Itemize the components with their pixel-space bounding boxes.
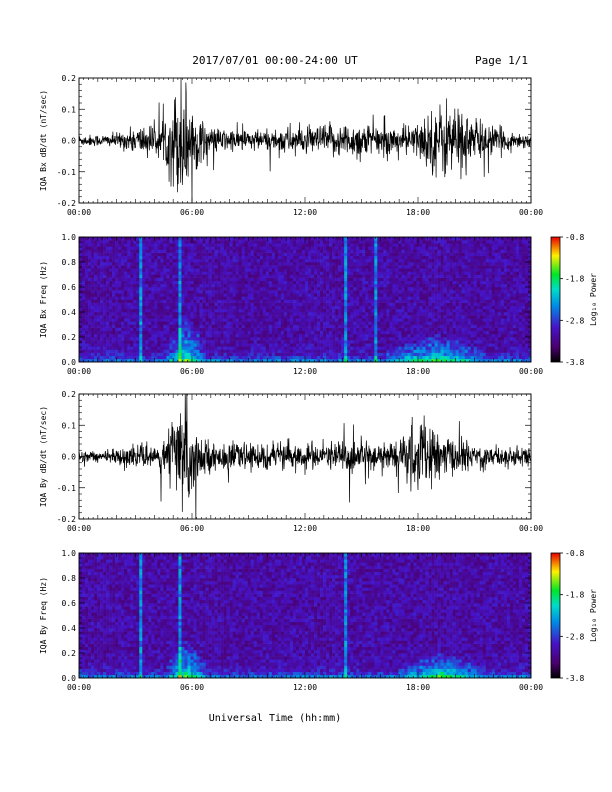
y-tick-label: 0.6 — [62, 599, 77, 608]
x-tick-label: 06:00 — [180, 208, 204, 217]
x-tick-label: 18:00 — [406, 367, 430, 376]
y-tick-label: -0.1 — [57, 168, 76, 177]
panel-bx-spectrogram: -0.8 -1.8 -2.8 -3.8 Log₁₀ Power 00:00 06:00 12:… — [39, 233, 598, 376]
x-tick-label: 00:00 — [67, 683, 91, 692]
y-tick-label: 1.0 — [62, 233, 77, 242]
x-tick-label: 12:00 — [293, 367, 317, 376]
y-axis-label: IQA Bx dB/dt (nT/sec) — [39, 90, 48, 191]
colorbar — [550, 236, 561, 363]
colorbar-tick-label: -1.8 — [565, 591, 584, 600]
x-tick-label: 00:00 — [67, 208, 91, 217]
y-tick-label: 0.0 — [62, 137, 77, 146]
page-number: Page 1/1 — [475, 54, 528, 67]
y-tick-label: 0.1 — [62, 421, 77, 430]
x-tick-label: 18:00 — [406, 208, 430, 217]
spectrogram-cells — [79, 553, 532, 679]
x-tick-label: 00:00 — [519, 683, 543, 692]
x-tick-label: 06:00 — [180, 367, 204, 376]
y-tick-label: -0.2 — [57, 515, 76, 524]
colorbar-tick-label: -0.8 — [565, 233, 584, 242]
y-tick-label: 0.2 — [62, 333, 77, 342]
y-tick-label: 0.0 — [62, 453, 77, 462]
colorbar-label: Log₁₀ Power — [589, 273, 598, 326]
x-tick-label: 00:00 — [67, 524, 91, 533]
y-axis-label: IQA Bx Freq (Hz) — [39, 261, 48, 338]
colorbar-tick-label: -2.8 — [565, 316, 584, 325]
colorbar-label: Log₁₀ Power — [589, 589, 598, 642]
y-tick-label: 0.2 — [62, 74, 77, 83]
x-tick-label: 12:00 — [293, 208, 317, 217]
y-tick-label: 0.8 — [62, 258, 77, 267]
x-tick-label: 00:00 — [519, 524, 543, 533]
x-tick-label: 06:00 — [180, 683, 204, 692]
spectrogram-cells — [79, 237, 532, 363]
date-range-title: 2017/07/01 00:00-24:00 UT — [192, 54, 358, 67]
x-tick-label: 00:00 — [519, 367, 543, 376]
y-axis-label: IQA By dB/dt (nT/sec) — [39, 406, 48, 507]
panel-by-dbdt: 00:00 06:00 12:00 18:00 00:00-0.2-0.10.00.10… — [39, 390, 543, 533]
x-tick-label: 00:00 — [519, 208, 543, 217]
dbdt-trace — [79, 394, 531, 519]
x-tick-label: 06:00 — [180, 524, 204, 533]
x-axis-label: Universal Time (hh:mm) — [209, 713, 341, 724]
dbdt-trace — [79, 78, 531, 203]
colorbar-tick-label: -0.8 — [565, 549, 584, 558]
y-tick-label: 0.2 — [62, 649, 77, 658]
x-tick-label: 12:00 — [293, 683, 317, 692]
y-tick-label: 0.4 — [62, 624, 77, 633]
y-tick-label: 1.0 — [62, 549, 77, 558]
colorbar — [550, 552, 561, 679]
x-tick-label: 00:00 — [67, 367, 91, 376]
y-tick-label: 0.8 — [62, 574, 77, 583]
y-tick-label: 0.4 — [62, 308, 77, 317]
x-tick-label: 18:00 — [406, 524, 430, 533]
y-tick-label: -0.1 — [57, 484, 76, 493]
x-tick-label: 12:00 — [293, 524, 317, 533]
colorbar-tick-label: -3.8 — [565, 674, 584, 683]
y-tick-label: 0.1 — [62, 105, 77, 114]
y-tick-label: 0.6 — [62, 283, 77, 292]
colorbar-tick-label: -2.8 — [565, 632, 584, 641]
colorbar-tick-label: -3.8 — [565, 358, 584, 367]
y-axis-label: IQA By Freq (Hz) — [39, 577, 48, 654]
panel-by-spectrogram: -0.8 -1.8 -2.8 -3.8 Log₁₀ Power 00:00 06:00 12:… — [39, 549, 598, 692]
y-tick-label: 0.0 — [62, 674, 77, 683]
y-tick-label: -0.2 — [57, 199, 76, 208]
y-tick-label: 0.0 — [62, 358, 77, 367]
panel-bx-dbdt: 00:00 06:00 12:00 18:00 00:00-0.2-0.10.00.10… — [39, 74, 543, 217]
x-tick-label: 18:00 — [406, 683, 430, 692]
colorbar-tick-label: -1.8 — [565, 275, 584, 284]
y-tick-label: 0.2 — [62, 390, 77, 399]
